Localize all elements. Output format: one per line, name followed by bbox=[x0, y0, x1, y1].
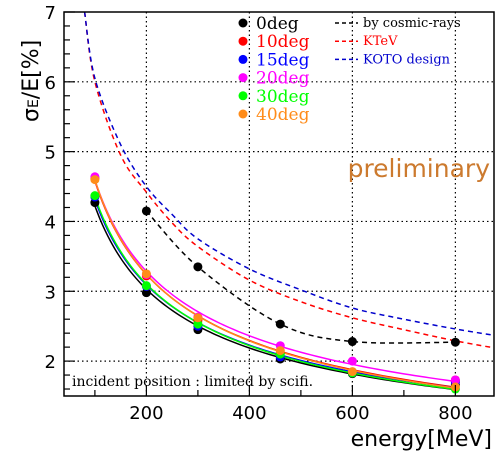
legend-marker-0 bbox=[238, 18, 248, 28]
data-point-4 bbox=[141, 281, 151, 291]
x-axis-label: energy[MeV] bbox=[351, 427, 492, 452]
legend-label-2: 15deg bbox=[256, 50, 310, 70]
legend-marker-5 bbox=[238, 109, 248, 119]
fit-curve-4 bbox=[94, 196, 456, 391]
data-points bbox=[90, 172, 460, 394]
legend-label-3: 20deg bbox=[256, 69, 310, 89]
y-tick-label: 6 bbox=[45, 73, 56, 94]
y-axis-label-rest: /E[%] bbox=[19, 40, 44, 99]
reference-curve-2 bbox=[83, 11, 495, 336]
cosmic-ray-point bbox=[450, 337, 460, 347]
y-tick-label: 4 bbox=[45, 212, 56, 233]
legend-label-4: 30deg bbox=[256, 87, 310, 107]
legend-marker-3 bbox=[238, 73, 248, 83]
legend-label-ref-2: KOTO design bbox=[363, 52, 451, 67]
x-tick-label: 200 bbox=[129, 403, 163, 424]
reference-curve-1 bbox=[83, 11, 495, 349]
annotation-note: incident position : limited by scifi. bbox=[72, 374, 313, 390]
cosmic-ray-point bbox=[275, 319, 285, 329]
legend-label-ref-1: KTeV bbox=[363, 34, 398, 49]
y-axis-label-sigma: σ bbox=[19, 108, 44, 122]
cosmic-ray-point bbox=[141, 206, 151, 216]
axis-ticks bbox=[64, 11, 456, 396]
fit-curve-5 bbox=[94, 179, 456, 389]
legend-label-0: 0deg bbox=[256, 14, 299, 34]
y-tick-label: 5 bbox=[45, 143, 56, 164]
y-tick-label: 7 bbox=[45, 3, 56, 24]
data-point-0 bbox=[141, 288, 151, 298]
legend-label-1: 10deg bbox=[256, 32, 310, 52]
legend-marker-4 bbox=[238, 91, 248, 101]
cosmic-ray-point bbox=[347, 337, 357, 347]
data-point-4 bbox=[193, 319, 203, 329]
fit-curves bbox=[94, 179, 456, 391]
data-point-3 bbox=[450, 375, 460, 385]
cosmic-ray-point bbox=[193, 262, 203, 272]
data-point-5 bbox=[193, 313, 203, 323]
reference-curves bbox=[83, 11, 495, 349]
data-point-3 bbox=[347, 356, 357, 366]
data-point-5 bbox=[141, 269, 151, 279]
data-point-5 bbox=[275, 346, 285, 356]
legend-marker-1 bbox=[238, 36, 248, 46]
reference-curve-0 bbox=[145, 210, 456, 344]
data-point-5 bbox=[90, 175, 100, 185]
x-tick-label: 400 bbox=[232, 403, 266, 424]
legend-label-5: 40deg bbox=[256, 105, 310, 125]
data-point-4 bbox=[90, 191, 100, 201]
legend-label-ref-0: by cosmic-rays bbox=[363, 16, 461, 31]
preliminary-label: preliminary bbox=[348, 154, 491, 183]
fit-curve-3 bbox=[94, 179, 456, 383]
tick-labels: 200 400 600 800 2 3 4 5 6 7 bbox=[45, 3, 473, 424]
y-tick-label: 3 bbox=[45, 282, 56, 303]
x-tick-label: 600 bbox=[335, 403, 369, 424]
y-axis-label: σE/E[%] bbox=[19, 40, 44, 122]
legend-marker-2 bbox=[238, 54, 248, 64]
x-tick-label: 800 bbox=[438, 403, 472, 424]
data-point-5 bbox=[347, 367, 357, 377]
grid bbox=[64, 12, 494, 396]
y-axis-label-sub: E bbox=[26, 99, 42, 108]
plot-frame bbox=[63, 11, 495, 397]
y-tick-label: 2 bbox=[45, 352, 56, 373]
